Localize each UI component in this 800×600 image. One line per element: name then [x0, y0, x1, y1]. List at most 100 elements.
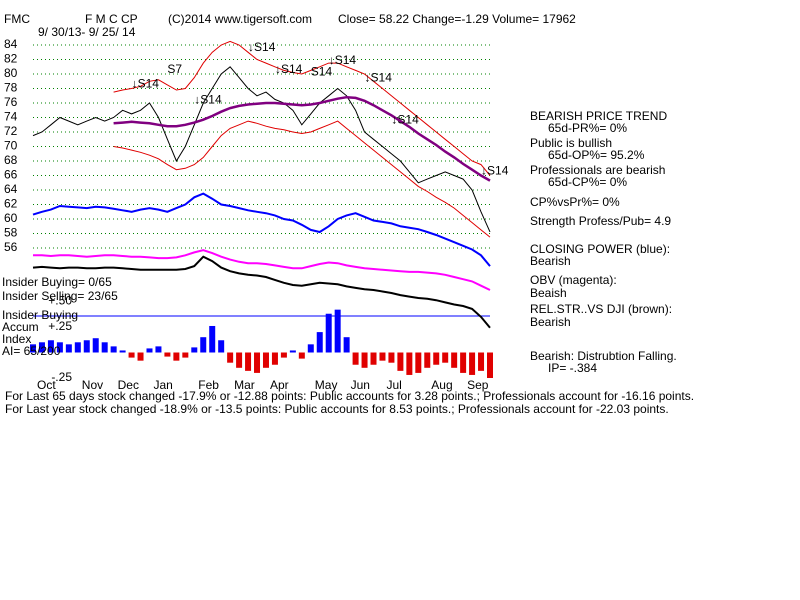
ai-bar	[137, 352, 144, 361]
ai-bar	[334, 309, 341, 353]
ai-bar	[110, 346, 117, 353]
signal-label: ↓S14	[391, 113, 419, 127]
chart-title: F M C CP	[85, 12, 138, 26]
ai-bar	[182, 352, 189, 358]
y-tick-label: 82	[4, 52, 18, 66]
right-note: CP%vsPr%= 0%	[530, 195, 620, 209]
ai-bar	[460, 352, 467, 373]
ai-bar	[92, 338, 99, 353]
ai-bar	[325, 313, 332, 353]
quote: Close= 58.22 Change=-1.29 Volume= 17962	[338, 12, 576, 26]
ai-bar	[173, 352, 180, 361]
ai-bar	[280, 352, 287, 358]
series-line	[113, 120, 491, 238]
series-line	[32, 255, 491, 329]
ai-bar	[406, 352, 413, 375]
ai-tick-label: -.25	[51, 370, 72, 384]
date-range: 9/ 30/13- 9/ 25/ 14	[38, 25, 136, 39]
y-tick-label: 74	[4, 110, 18, 124]
right-note: Bearish	[530, 254, 571, 268]
y-tick-label: 56	[4, 240, 18, 254]
y-tick-label: 58	[4, 226, 18, 240]
series-line	[32, 192, 491, 267]
ai-bar	[30, 344, 36, 353]
ai-bar	[451, 352, 458, 368]
signal-label: ↓S14	[248, 40, 276, 54]
ai-bar	[119, 350, 126, 353]
ai-bar	[370, 352, 377, 365]
ai-bar	[101, 342, 108, 353]
signal-label: ↓S14	[194, 92, 222, 106]
ai-bar	[38, 342, 45, 353]
ai-bar	[316, 332, 323, 353]
ai-tick-label: +.25	[48, 319, 72, 333]
x-tick-label: Jun	[351, 378, 370, 392]
ai-bar	[388, 352, 395, 363]
ai-bar	[191, 347, 198, 353]
right-note: CLOSING POWER (blue):	[530, 242, 670, 256]
y-tick-label: 64	[4, 182, 18, 196]
ai-bar	[487, 352, 493, 378]
ai-bar	[227, 352, 234, 363]
ai-bar	[262, 352, 269, 368]
y-tick-label: 68	[4, 153, 18, 167]
ai-bar	[298, 352, 305, 359]
x-tick-label: Oct	[37, 378, 56, 392]
x-tick-label: Jan	[153, 378, 172, 392]
series-line	[113, 95, 491, 182]
signal-label: ↓S14	[481, 163, 509, 177]
ai-bar	[397, 352, 404, 371]
series-line	[33, 249, 491, 291]
copyright: (C)2014 www.tigersoft.com	[168, 12, 312, 26]
x-tick-label: Mar	[234, 378, 255, 392]
x-tick-label: Feb	[198, 378, 219, 392]
signal-label: S14	[311, 65, 333, 79]
right-note: Bearish	[530, 315, 571, 329]
signal-label: ↓S14	[365, 71, 393, 85]
ai-bar	[83, 340, 90, 353]
right-note: Beaish	[530, 286, 567, 300]
y-tick-label: 78	[4, 81, 18, 95]
left-note: Index	[2, 332, 31, 346]
signal-label: ↓S14	[329, 53, 357, 67]
right-note: Public is bullish	[530, 136, 612, 150]
left-note: Insider Selling= 23/65	[2, 289, 118, 303]
signal-label: ↓S14	[275, 62, 303, 76]
y-tick-label: 72	[4, 124, 18, 138]
y-tick-label: 66	[4, 168, 18, 182]
ai-bar	[164, 352, 171, 357]
ai-bar	[478, 352, 485, 371]
ai-bar	[361, 352, 368, 368]
y-tick-label: 80	[4, 66, 18, 80]
right-note: BEARISH PRICE TREND	[530, 109, 667, 123]
ai-bar	[424, 352, 431, 368]
ai-bar	[236, 352, 243, 368]
signal-label: S7	[167, 62, 182, 76]
left-note: Insider Buying= 0/65	[2, 275, 112, 289]
right-note: REL.STR..VS DJI (brown):	[530, 302, 672, 316]
y-tick-label: 84	[4, 37, 18, 51]
ai-bar	[65, 344, 72, 353]
right-note: 65d-PR%= 0%	[548, 121, 627, 135]
ai-bar	[442, 352, 449, 363]
right-note: 65d-CP%= 0%	[548, 175, 627, 189]
x-tick-label: Jul	[386, 378, 401, 392]
right-note: Bearish: Distrubtion Falling.	[530, 349, 677, 363]
x-tick-label: Dec	[118, 378, 139, 392]
left-note: Insider Buying	[2, 308, 78, 322]
signal-label: ↓S14	[132, 76, 160, 90]
ai-bar	[271, 352, 278, 365]
right-note: OBV (magenta):	[530, 273, 617, 287]
ai-bar	[47, 340, 54, 353]
x-tick-label: Nov	[82, 378, 103, 392]
footer-line: For Last year stock changed -18.9% or -1…	[5, 402, 669, 416]
ai-bar	[307, 344, 314, 353]
right-note: Strength Profess/Pub= 4.9	[530, 214, 671, 228]
x-tick-label: May	[315, 378, 338, 392]
ticker: FMC	[4, 12, 30, 26]
x-tick-label: Sep	[467, 378, 489, 392]
ai-bar	[155, 346, 162, 353]
footer-line: For Last 65 days stock changed -17.9% or…	[5, 389, 694, 403]
